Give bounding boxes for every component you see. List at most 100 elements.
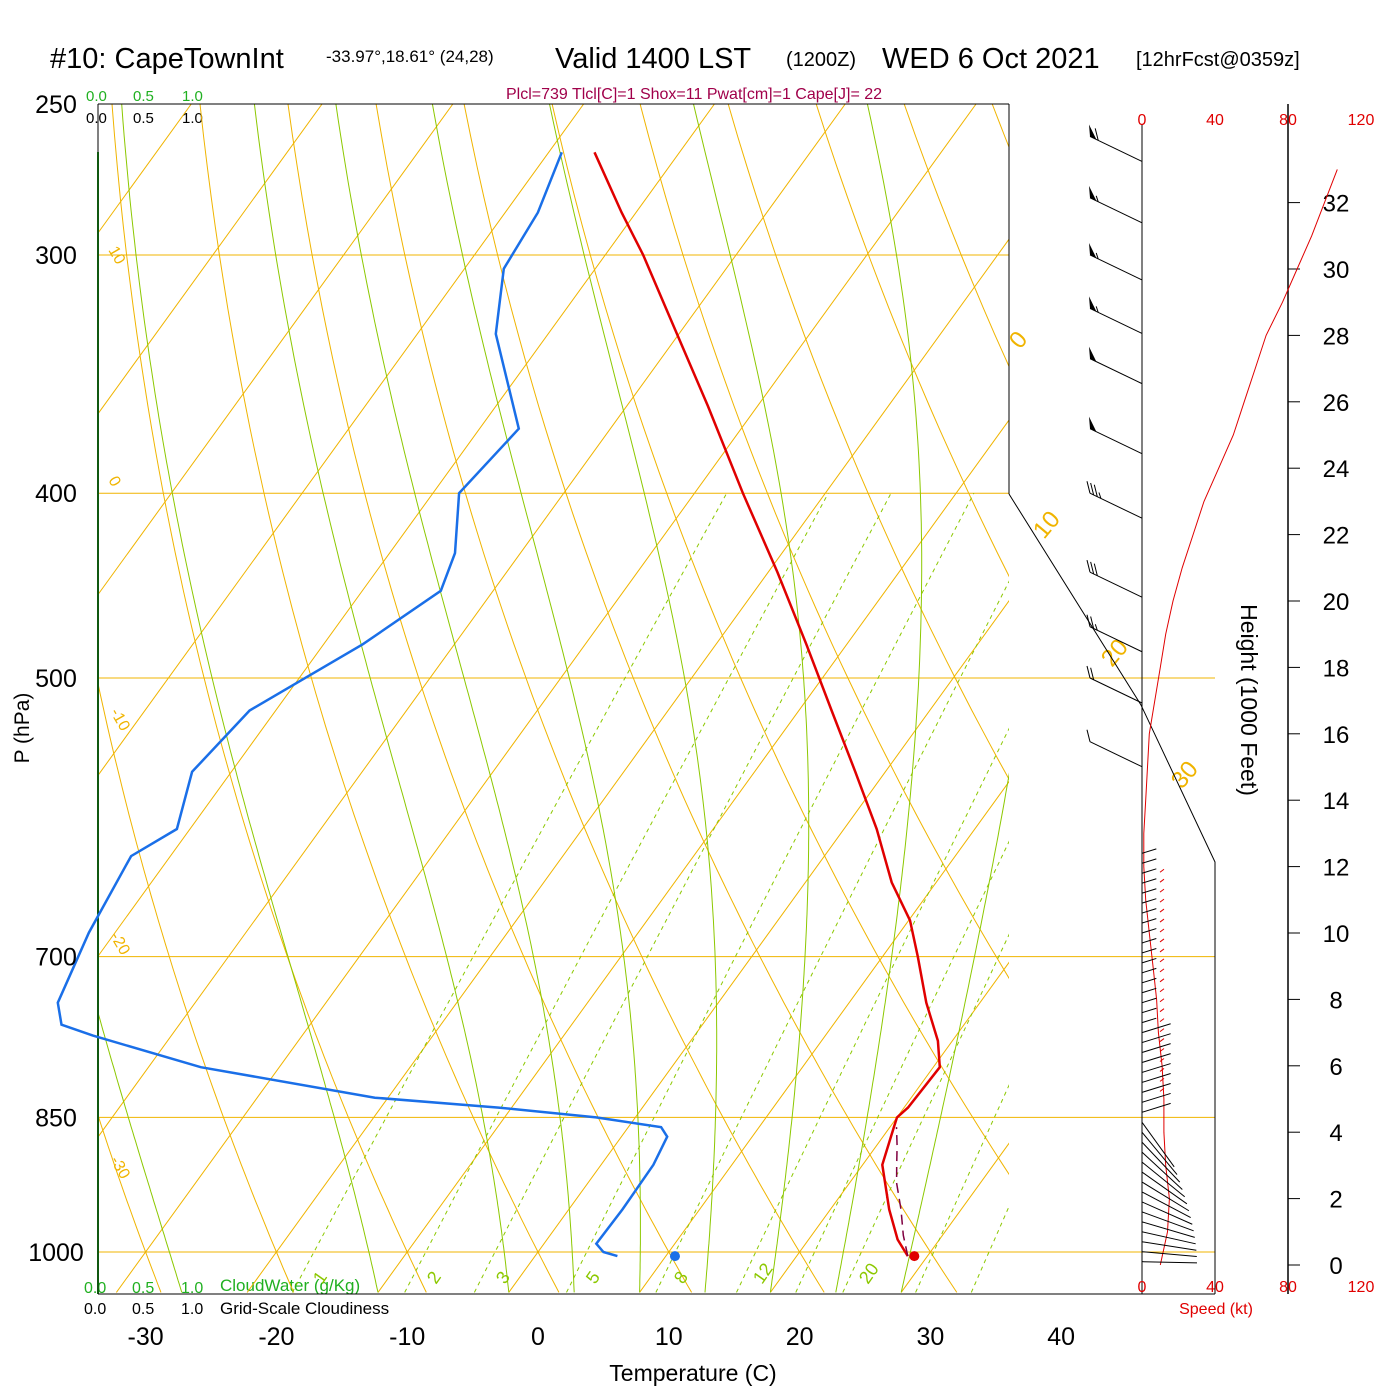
temperature-tick: 40 — [1047, 1323, 1075, 1351]
wind-barb-low — [1141, 1033, 1171, 1044]
mixing-ratio-label: 12 — [749, 1259, 777, 1287]
height-tick-label: 30 — [1323, 257, 1350, 284]
wind-feather — [1093, 484, 1098, 497]
wind-pennant — [1089, 185, 1097, 201]
wind-barb — [1089, 626, 1143, 653]
wind-half-feather — [1098, 492, 1102, 499]
height-tick-label: 8 — [1329, 987, 1342, 1014]
wind-barb-low — [1141, 1121, 1175, 1168]
wind-speed-tick — [1159, 1058, 1165, 1062]
isotherm-label: 10 — [1028, 506, 1066, 544]
speed-axis-label: Speed (kt) — [1179, 1301, 1253, 1318]
dry-adiabat-line — [1344, 104, 1400, 1292]
wind-feather — [1090, 482, 1095, 496]
cloudiness-bottom-05: 0.5 — [132, 1301, 154, 1318]
wind-barb-low — [1141, 1141, 1181, 1183]
wind-barb-low — [1141, 1131, 1178, 1175]
isotherm-lines — [98, 104, 1009, 1293]
wind-feather — [1086, 614, 1091, 627]
cloud-scale-bottom: 0.0 0.5 1.0 CloudWater (g/Kg) 0.0 0.5 1.… — [84, 1276, 389, 1318]
pressure-tick-850: 850 — [35, 1104, 77, 1132]
dewpoint-trace — [56, 151, 669, 1258]
height-tick-label: 28 — [1323, 323, 1350, 350]
wind-barb-low — [1141, 987, 1157, 994]
wind-speed-tick — [1159, 938, 1165, 943]
temperature-tick: 30 — [916, 1323, 944, 1351]
cloud-scale-top: 0.0 0.5 1.0 0.0 0.5 1.0 — [86, 88, 203, 127]
wind-pennant — [1089, 124, 1097, 140]
temperature-tick: -30 — [128, 1323, 164, 1351]
dry-adiabat-label: 0 — [105, 474, 124, 490]
wind-speed-tick — [1159, 918, 1165, 923]
wind-barb-low — [1141, 1211, 1194, 1232]
wind-feather — [1086, 665, 1091, 679]
plot-frame — [97, 103, 1216, 1295]
pressure-tick-1000: 1000 — [28, 1239, 84, 1267]
wind-barb-low — [1141, 908, 1157, 914]
moist-adiabat-line — [549, 104, 718, 1293]
cloudiness-bottom-0: 0.0 — [84, 1301, 106, 1318]
wind-barb-low — [1141, 1083, 1171, 1093]
height-tick-label: 6 — [1329, 1054, 1342, 1081]
wind-barb-low — [1141, 1092, 1171, 1103]
wind-barb — [1089, 358, 1143, 385]
cloudwater-bottom-1: 1.0 — [181, 1280, 203, 1297]
cloudwater-scale-1: 1.0 — [182, 88, 203, 105]
wind-barb-low — [1141, 1043, 1171, 1053]
mixing-ratio-line — [970, 1205, 1009, 1293]
dry-adiabat-line — [98, 681, 295, 1293]
height-axis-label: Height (1000 Feet) — [1236, 604, 1262, 796]
mixing-ratio-line — [404, 492, 829, 1293]
speed-tick-top: 40 — [1206, 112, 1224, 129]
wind-pennant — [1089, 242, 1097, 259]
speed-tick-bottom: 40 — [1206, 1279, 1224, 1296]
temperature-tick: 0 — [531, 1323, 545, 1351]
wind-feather — [1086, 481, 1091, 494]
cloudwater-scale-05: 0.5 — [133, 88, 154, 105]
isotherm-line — [769, 961, 1009, 1293]
wind-barb — [1089, 571, 1143, 598]
wind-speed-tick — [1159, 1078, 1165, 1082]
isobar-lines — [98, 254, 1215, 1253]
wind-barb — [1089, 428, 1143, 455]
cloudwater-bottom-0: 0.0 — [84, 1280, 106, 1297]
dry-adiabat-line — [727, 104, 1009, 781]
mixing-ratio-line — [795, 840, 1009, 1293]
pressure-tick-700: 700 — [35, 944, 77, 972]
temperature-tick: 20 — [786, 1323, 814, 1351]
wind-half-feather — [1094, 624, 1098, 631]
wind-barb-low — [1141, 928, 1157, 934]
x-axis-label: Temperature (C) — [609, 1360, 776, 1386]
isotherm-line — [98, 104, 846, 1138]
moist-adiabat-line — [121, 104, 379, 1293]
parcel-trace — [895, 1127, 909, 1257]
dry-adiabat-label: 10 — [105, 244, 129, 268]
wind-speed-tick — [1159, 1018, 1165, 1023]
wind-speed-tick — [1159, 1028, 1165, 1032]
wind-barb-low — [1141, 1053, 1171, 1063]
dry-adiabat-lines — [98, 104, 1400, 1293]
height-tick-label: 20 — [1323, 589, 1350, 616]
valid-time-z: (1200Z) — [786, 49, 856, 71]
temperature-trace — [593, 151, 942, 1257]
wind-speed-tick — [1159, 908, 1165, 913]
wind-barb-low — [1141, 1261, 1197, 1264]
dry-adiabat-line — [463, 104, 958, 1293]
wind-barb — [1089, 492, 1143, 519]
mixing-ratio-line — [842, 933, 1009, 1293]
wind-barb-low — [1141, 1161, 1186, 1198]
height-tick-label: 12 — [1323, 855, 1350, 882]
isotherm-label: 0 — [1004, 326, 1033, 354]
isotherm-line — [98, 104, 454, 596]
wind-barb-low — [1141, 1023, 1171, 1034]
temperature-tick: -20 — [258, 1323, 294, 1351]
dry-adiabat-label: -20 — [107, 930, 133, 959]
pressure-tick-500: 500 — [35, 665, 77, 693]
wind-speed-tick — [1159, 1008, 1165, 1013]
speed-tick-bottom: 0 — [1138, 1279, 1147, 1296]
height-tick-label: 26 — [1323, 390, 1350, 417]
wind-barb-low — [1141, 1017, 1157, 1024]
wind-speed-tick — [1159, 1038, 1165, 1042]
dry-adiabat-label: -30 — [107, 1154, 133, 1183]
cloudiness-scale-05: 0.5 — [133, 110, 154, 127]
